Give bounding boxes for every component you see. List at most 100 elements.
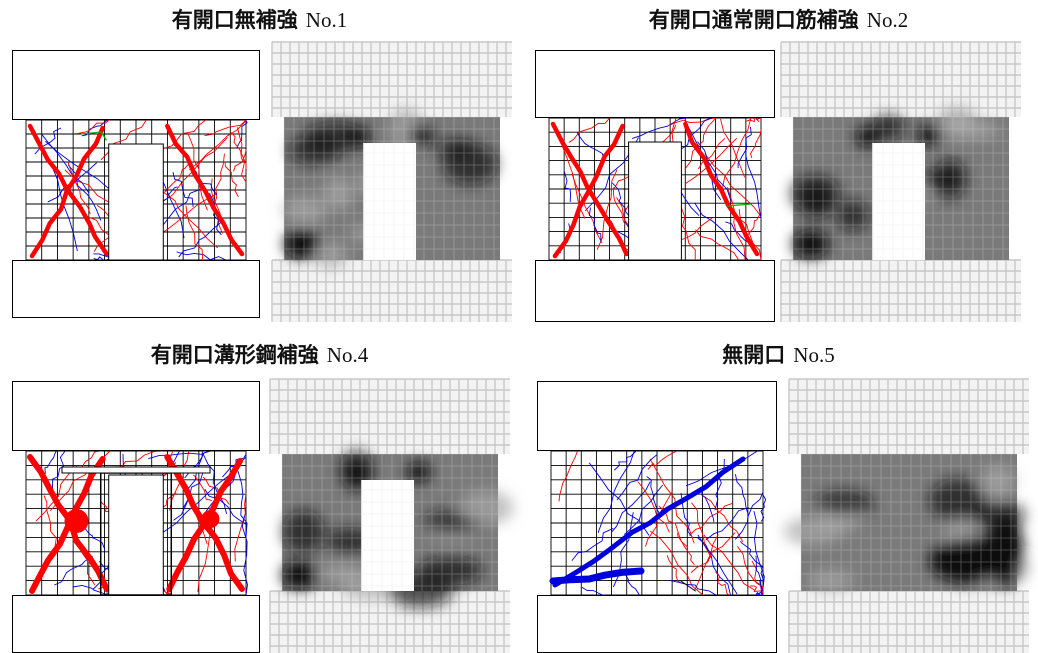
crack (184, 450, 212, 479)
crack (695, 229, 740, 261)
crack (705, 507, 749, 541)
crack (677, 532, 695, 565)
crack-pattern-drawing (535, 50, 775, 322)
wall-mesh (283, 116, 500, 260)
crack-lines (549, 450, 767, 598)
crack (755, 555, 764, 592)
damage-blob (806, 569, 855, 592)
crack (722, 117, 752, 189)
channel-steel-beam (61, 466, 211, 474)
crack (697, 141, 732, 202)
crack (684, 137, 738, 185)
crack (704, 153, 762, 217)
damage-blob (815, 490, 875, 516)
panel-title: 有開口溝形鋼補強 No.4 (0, 335, 519, 375)
specimen-number: No.5 (793, 343, 835, 367)
bottom-beam-mesh (271, 259, 512, 322)
damage-blob (790, 174, 840, 213)
spalling-mark (201, 510, 220, 528)
damage-contour-image (269, 378, 514, 653)
crack (163, 119, 207, 149)
damage-blob (314, 242, 348, 269)
crack (637, 481, 670, 533)
crack (690, 532, 736, 573)
crack (568, 117, 610, 143)
crack (631, 117, 687, 139)
crack (571, 173, 603, 244)
major-crack (549, 567, 645, 585)
damage-blob (406, 462, 431, 482)
top-beam (12, 50, 260, 120)
crack (45, 141, 120, 199)
beam-fill (270, 379, 510, 454)
crack (753, 510, 765, 590)
top-beam (537, 381, 777, 451)
damage-blob (872, 114, 905, 141)
panel-title: 無開口 No.5 (519, 335, 1038, 375)
damage-blob (855, 127, 880, 147)
damage-shading (783, 463, 1030, 592)
wall-mesh (792, 116, 1009, 260)
crack (153, 188, 201, 232)
top-beam-mesh (269, 378, 510, 454)
wall-opening (108, 474, 164, 596)
crack (100, 119, 147, 161)
specimen-panel-no2: 有開口通常開口筋補強 No.2 (519, 0, 1038, 326)
crack (35, 465, 78, 522)
bottom-beam-mesh (788, 590, 1029, 653)
damage-contour-image (780, 41, 1021, 322)
crack (204, 489, 247, 525)
damage-blob (284, 230, 320, 258)
damage-blob (917, 168, 967, 187)
crack (737, 126, 752, 169)
crack (571, 528, 614, 561)
crack (202, 476, 230, 505)
bottom-beam-mesh (269, 590, 510, 653)
damage-blob (408, 125, 433, 145)
damage-blob (917, 125, 942, 145)
panel-title: 有開口無補強 No.1 (0, 0, 519, 40)
crack (694, 534, 719, 591)
specimen-title: 有開口通常開口筋補強 (648, 8, 859, 32)
crack (204, 119, 247, 137)
crack (52, 450, 66, 489)
crack (694, 202, 749, 261)
crack (680, 492, 693, 538)
damage-blob (980, 463, 1015, 499)
damage-blob (436, 138, 477, 158)
crack (701, 487, 715, 523)
crack (703, 534, 756, 591)
crack (44, 450, 57, 474)
bottom-beam (12, 260, 260, 318)
crack (647, 450, 678, 470)
crack (234, 492, 247, 562)
specimen-title: 有開口溝形鋼補強 (150, 343, 319, 367)
top-beam-mesh (788, 378, 1029, 454)
crack (597, 450, 635, 533)
crack (241, 515, 248, 596)
crack (185, 205, 204, 261)
crack (148, 450, 210, 460)
beam-fill (272, 42, 512, 117)
wall-opening (363, 143, 416, 260)
crack (237, 471, 248, 538)
crack (193, 474, 213, 501)
crack (74, 119, 110, 135)
crack (646, 476, 661, 515)
top-beam (535, 50, 775, 118)
crack (616, 454, 658, 501)
crack (81, 119, 109, 137)
damage-blob (288, 135, 341, 165)
crack (751, 560, 764, 596)
crack (576, 131, 605, 160)
major-crack (550, 121, 629, 257)
major-crack (552, 456, 746, 588)
crack (588, 207, 602, 243)
crack (613, 187, 626, 225)
crack (236, 119, 248, 148)
major-crack (165, 123, 245, 257)
crack (755, 591, 764, 598)
crack (684, 117, 717, 170)
crack (41, 133, 90, 194)
damage-blob (282, 509, 325, 554)
